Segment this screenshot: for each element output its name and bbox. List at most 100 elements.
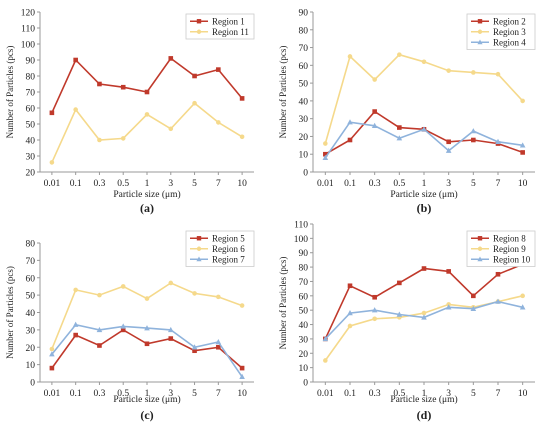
data-point bbox=[347, 119, 353, 125]
data-point bbox=[421, 266, 427, 271]
y-tick-label: 70 bbox=[26, 257, 36, 267]
legend-marker bbox=[196, 246, 202, 251]
series-line-region-10 bbox=[324, 300, 523, 340]
data-point bbox=[49, 346, 55, 352]
legend-label: Region 3 bbox=[493, 27, 526, 37]
data-point bbox=[191, 344, 198, 350]
x-tick-label: 7 bbox=[216, 389, 221, 399]
y-tick-label: 80 bbox=[26, 240, 36, 250]
data-point bbox=[371, 122, 378, 128]
legend-marker bbox=[196, 19, 202, 24]
series-line-region-11 bbox=[51, 102, 243, 163]
data-point bbox=[120, 284, 126, 289]
y-tick-label: 20 bbox=[26, 344, 36, 354]
y-tick-label: 80 bbox=[26, 73, 36, 83]
legend-label: Region 5 bbox=[212, 234, 245, 244]
data-point bbox=[144, 89, 150, 95]
y-tick-label: 20 bbox=[299, 133, 309, 143]
y-tick-label: 120 bbox=[21, 9, 36, 19]
legend-label: Region 6 bbox=[212, 244, 245, 254]
x-tick-label: 0.1 bbox=[70, 389, 82, 399]
data-point bbox=[97, 81, 102, 87]
legend-marker bbox=[477, 29, 483, 34]
data-point bbox=[347, 137, 353, 143]
data-point bbox=[470, 128, 477, 134]
data-point bbox=[167, 326, 174, 333]
legend-label: Region 11 bbox=[212, 27, 249, 37]
legend-label: Region 9 bbox=[493, 244, 526, 254]
x-tick-label: 7 bbox=[496, 389, 501, 399]
legend-label: Region 10 bbox=[493, 255, 531, 265]
y-tick-label: 50 bbox=[299, 307, 309, 317]
y-tick-label: 30 bbox=[26, 153, 36, 163]
data-point bbox=[49, 351, 55, 357]
data-point bbox=[144, 325, 150, 331]
data-point bbox=[49, 365, 55, 371]
legend-marker bbox=[477, 39, 483, 45]
y-tick-label: 60 bbox=[26, 105, 36, 115]
x-tick-label: 10 bbox=[518, 389, 528, 399]
data-point bbox=[49, 160, 55, 165]
y-tick-label: 70 bbox=[299, 278, 309, 288]
data-point bbox=[239, 134, 245, 140]
data-point bbox=[120, 84, 126, 90]
series-line-region-9 bbox=[324, 295, 523, 361]
data-point bbox=[470, 305, 477, 311]
x-tick-label: 7 bbox=[496, 179, 501, 189]
y-tick-label: 50 bbox=[299, 80, 309, 90]
data-point bbox=[168, 336, 174, 341]
y-tick-label: 70 bbox=[299, 44, 309, 54]
data-point bbox=[239, 303, 245, 308]
data-point bbox=[322, 154, 329, 160]
data-point bbox=[371, 307, 378, 313]
y-tick-label: 110 bbox=[21, 25, 35, 35]
series-line-region-6 bbox=[51, 282, 243, 350]
series-line-region-2 bbox=[324, 110, 523, 155]
y-tick-label: 30 bbox=[299, 115, 309, 125]
legend-marker bbox=[196, 29, 202, 34]
legend-marker bbox=[477, 236, 483, 241]
x-tick-label: 0.01 bbox=[44, 389, 61, 399]
y-tick-label: 40 bbox=[299, 97, 309, 107]
data-point bbox=[96, 326, 103, 333]
y-tick-label: 60 bbox=[26, 274, 36, 284]
data-point bbox=[421, 126, 427, 132]
legend-marker bbox=[477, 246, 483, 251]
x-tick-label: 7 bbox=[216, 179, 221, 189]
data-point bbox=[97, 343, 102, 348]
data-point bbox=[73, 332, 78, 338]
x-tick-label: 0.5 bbox=[117, 179, 129, 189]
data-point bbox=[192, 100, 197, 106]
x-tick-label: 10 bbox=[237, 179, 247, 189]
data-point bbox=[144, 341, 150, 347]
data-point bbox=[323, 151, 328, 157]
x-tick-label: 10 bbox=[237, 389, 247, 399]
chart-panel-3: 0 10 20 30 40 50 60 70 80 0.01 0.1 0.3 0.5 1 3 5 7 10 Part… bbox=[5, 230, 255, 422]
data-point bbox=[471, 70, 476, 75]
x-axis-title: Particle size (μm) bbox=[390, 189, 457, 200]
data-point bbox=[495, 298, 501, 304]
x-tick-label: 0.5 bbox=[393, 389, 405, 399]
x-tick-label: 3 bbox=[446, 179, 451, 189]
data-point bbox=[397, 52, 402, 57]
legend-label: Region 7 bbox=[212, 255, 245, 265]
data-point bbox=[120, 327, 126, 333]
data-point bbox=[421, 314, 427, 320]
x-axis-title: Particle size (μm) bbox=[390, 394, 457, 405]
series-line-region-5 bbox=[51, 328, 243, 369]
x-tick-label: 5 bbox=[192, 389, 197, 399]
data-point bbox=[347, 283, 353, 289]
data-point bbox=[239, 373, 245, 379]
y-tick-label: 20 bbox=[299, 350, 309, 360]
data-point bbox=[446, 269, 451, 274]
panel-label: (b) bbox=[417, 201, 432, 215]
data-point bbox=[372, 109, 377, 114]
data-point bbox=[520, 293, 525, 299]
x-tick-label: 0.3 bbox=[94, 389, 106, 399]
data-point bbox=[495, 271, 501, 277]
y-tick-label: 30 bbox=[299, 335, 309, 345]
data-point bbox=[73, 57, 78, 63]
y-tick-label: 100 bbox=[21, 41, 36, 51]
y-axis-title: Number of Particles (pcs) bbox=[278, 46, 288, 139]
